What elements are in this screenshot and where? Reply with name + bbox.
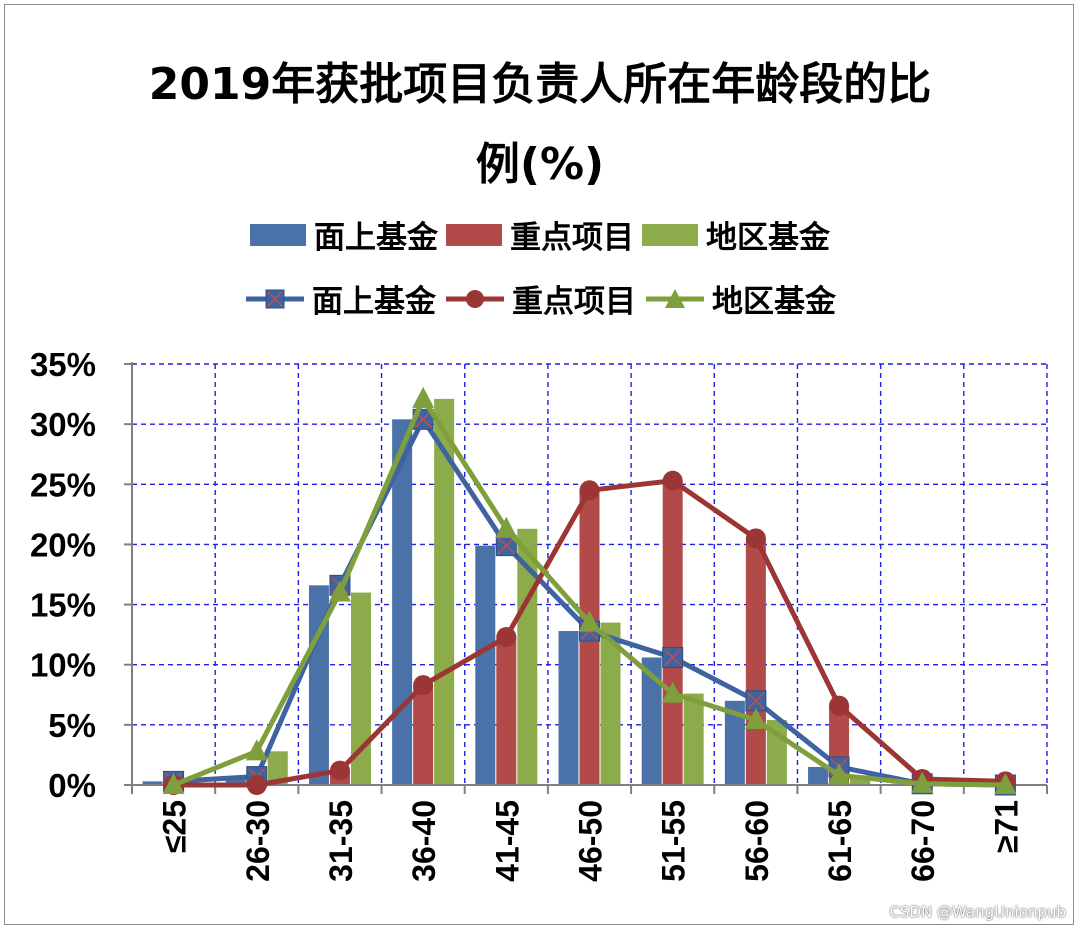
y-tick-label: 0% xyxy=(48,767,96,804)
marker-triangle-1 xyxy=(245,739,268,761)
x-tick-label: 51-55 xyxy=(656,800,692,882)
legend-line-zhongdian: 重点项目 xyxy=(444,276,636,321)
bar-1-6 xyxy=(662,480,683,785)
x-tick-label: 36-40 xyxy=(406,800,442,882)
legend-bar-zhongdian: 重点项目 xyxy=(446,212,634,257)
marker-triangle-7 xyxy=(744,708,767,730)
marker-circle-3 xyxy=(413,675,434,696)
legend-bar-diqu: 地区基金 xyxy=(642,212,830,257)
y-tick-label: 20% xyxy=(30,526,96,563)
chart-title-line-2: 例(%) xyxy=(475,139,605,190)
legend-label: 地区基金 xyxy=(712,284,836,320)
marker-triangle-0 xyxy=(162,773,185,794)
legend-swatch-mianshang xyxy=(250,223,306,246)
bar-2-8 xyxy=(850,775,871,785)
watermark: CSDN @WangUnionpub xyxy=(889,903,1066,921)
legend-label: 地区基金 xyxy=(706,220,830,256)
legend-swatch-zhongdian xyxy=(446,223,502,246)
bar-0-5 xyxy=(558,631,579,785)
x-tick-label: 26-30 xyxy=(240,800,276,882)
y-tick-label: 30% xyxy=(30,406,96,443)
legend-label: 面上基金 xyxy=(312,284,436,320)
bar-0-6 xyxy=(641,657,662,785)
legend-label: 面上基金 xyxy=(314,220,438,256)
legend-line-marker-triangle xyxy=(646,288,704,308)
marker-triangle-5 xyxy=(578,610,601,632)
bar-1-4 xyxy=(496,637,517,785)
y-tick-label: 25% xyxy=(30,466,96,503)
x-tick-label: 56-60 xyxy=(739,800,775,882)
line-legend: 面上基金 重点项目 地区基金 xyxy=(0,276,1080,321)
bar-1-3 xyxy=(413,685,434,785)
marker-x-b-4 xyxy=(497,537,515,555)
y-tick-label: 10% xyxy=(30,647,96,684)
marker-x-b-3 xyxy=(414,410,432,428)
x-tick-label: 31-35 xyxy=(323,800,359,882)
x-tick-label: 61-65 xyxy=(822,800,858,882)
marker-triangle-4 xyxy=(495,516,518,538)
marker-triangle-9 xyxy=(911,771,934,793)
chart-title-line-1: 2019年获批项目负责人所在年龄段的比 xyxy=(148,59,932,110)
bar-0-2 xyxy=(308,585,329,785)
marker-circle-8 xyxy=(829,695,850,716)
legend-line-mianshang: 面上基金 xyxy=(244,276,436,321)
bar-2-1 xyxy=(267,751,288,785)
x-tick-label: ≥71 xyxy=(988,800,1024,853)
marker-triangle-10 xyxy=(994,773,1017,794)
bar-2-6 xyxy=(683,693,704,785)
legend-line-marker-circle xyxy=(446,289,504,308)
bar-0-4 xyxy=(475,545,496,785)
bar-0-1 xyxy=(225,776,246,785)
marker-x-b-6 xyxy=(664,648,682,667)
legend-line-marker-square xyxy=(246,289,304,308)
y-tick-label: 5% xyxy=(48,707,96,744)
marker-triangle-2 xyxy=(328,580,351,602)
marker-x-b-7 xyxy=(747,692,765,710)
bar-legend: 面上基金 重点项目 地区基金 xyxy=(0,212,1080,257)
legend-label: 重点项目 xyxy=(510,220,634,256)
bar-2-2 xyxy=(350,592,371,785)
marker-circle-4 xyxy=(496,627,517,648)
legend-swatch-diqu xyxy=(642,223,698,246)
bar-0-0 xyxy=(142,781,163,785)
x-tick-label: 41-45 xyxy=(489,800,525,882)
x-tick-label: 66-70 xyxy=(905,800,941,882)
marker-triangle-6 xyxy=(661,681,684,703)
x-tick-label: 46-50 xyxy=(573,800,609,882)
y-tick-label: 35% xyxy=(30,346,96,383)
bar-1-7 xyxy=(745,538,766,785)
bar-2-3 xyxy=(434,398,455,785)
marker-triangle-3 xyxy=(412,386,435,408)
marker-circle-1 xyxy=(246,775,267,795)
legend-line-diqu: 地区基金 xyxy=(644,276,836,321)
legend-label: 重点项目 xyxy=(512,284,636,320)
marker-circle-7 xyxy=(745,528,766,549)
marker-circle-6 xyxy=(662,470,683,491)
bar-0-3 xyxy=(392,419,413,785)
marker-circle-5 xyxy=(579,480,600,501)
marker-triangle-8 xyxy=(828,763,851,785)
bar-2-5 xyxy=(600,622,621,785)
y-tick-label: 15% xyxy=(30,587,96,624)
marker-circle-2 xyxy=(329,760,350,781)
x-tick-label: ≤25 xyxy=(157,800,193,853)
legend-bar-mianshang: 面上基金 xyxy=(250,212,438,257)
bar-0-7 xyxy=(724,700,745,785)
bar-0-8 xyxy=(808,766,829,785)
